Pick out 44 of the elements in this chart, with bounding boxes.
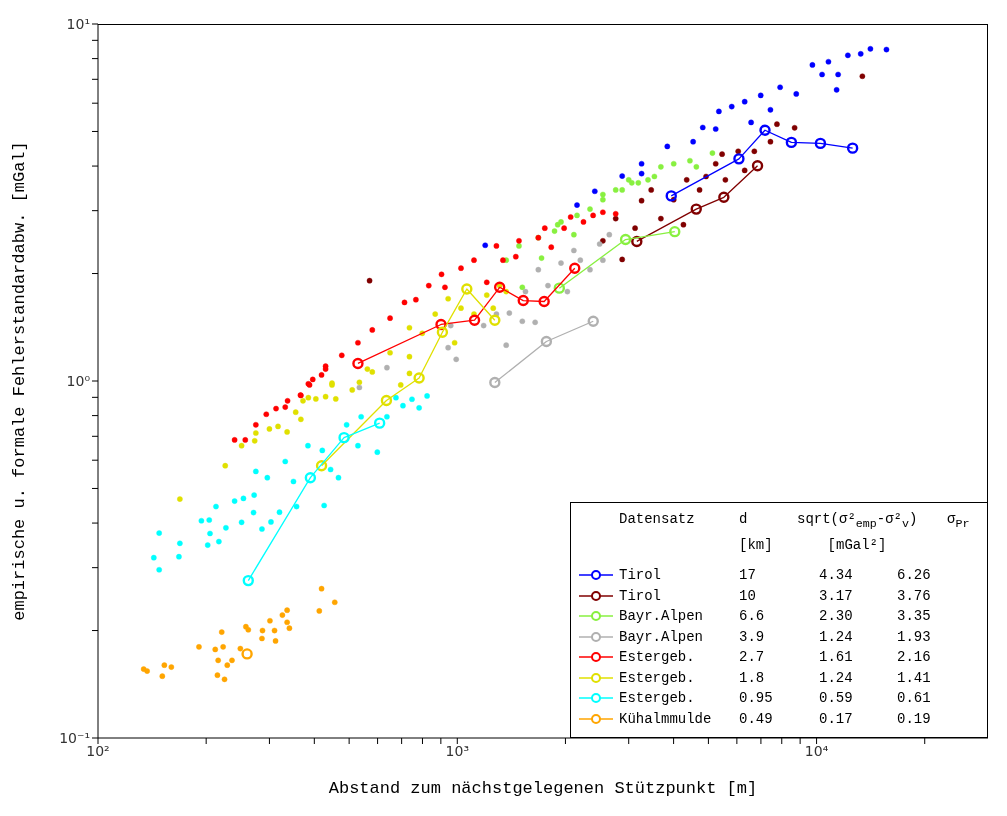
x-axis-title: Abstand zum nächstgelegenen Stützpunkt [m] [328, 779, 758, 798]
y-tick-label: 10¹ [66, 15, 90, 32]
y-tick-label: 10⁰ [66, 372, 91, 389]
annotation: 1.8 [739, 669, 766, 686]
legend-label: Bayr.Alpen [619, 608, 704, 624]
annotation: 0.61 [897, 690, 932, 706]
annotation: 3.17 [819, 587, 854, 604]
y-axis-title: empirische u. formale Fehlerstandardabw. [mGal] [10, 141, 30, 621]
annotation: 0.17 [819, 710, 854, 727]
annotation: 0.95 [739, 690, 774, 706]
legend-label: Estergeb. [619, 649, 696, 665]
annotation: 17 [739, 567, 757, 583]
annotation: Datensatz [619, 511, 696, 527]
annotation: [km] [739, 537, 774, 553]
legend-label: Estergeb. [619, 669, 696, 686]
annotation: 0.59 [819, 690, 854, 706]
legend-label: Kühalmmulde [619, 710, 713, 727]
annotation: 6.6 [739, 608, 766, 624]
annotation: 10 [739, 587, 757, 604]
annotation: 0.49 [739, 710, 774, 727]
annotation: σ$_{Pr}$ [947, 511, 971, 531]
annotation: 1.41 [897, 669, 932, 686]
x-tick-label: 10³ [445, 742, 470, 759]
annotation: 1.93 [897, 628, 932, 645]
annotation: 2.16 [897, 649, 932, 665]
x-tick-label: 10⁴ [804, 742, 829, 759]
annotation: 4.34 [819, 567, 854, 583]
legend-label: Estergeb. [619, 690, 696, 706]
annotation: 3.35 [897, 608, 932, 624]
annotation: 1.61 [819, 649, 854, 665]
legend-label: Tirol [619, 567, 662, 583]
annotation: 2.7 [739, 649, 766, 665]
annotation: 2.30 [819, 608, 854, 624]
annotation: 6.26 [897, 567, 932, 583]
legend-label: Bayr.Alpen [619, 628, 704, 645]
annotation: 0.19 [897, 710, 932, 727]
legend-label: Tirol [619, 587, 662, 604]
annotation: sqrt(σ²$_{emp}$-σ²$_{v}$) [797, 511, 919, 531]
annotation: [mGal²] [826, 537, 888, 553]
annotation: 3.76 [897, 587, 932, 604]
annotation: 1.24 [819, 628, 854, 645]
annotation: 1.24 [819, 669, 854, 686]
annotation: 3.9 [739, 628, 766, 645]
annotation: d [739, 511, 749, 527]
